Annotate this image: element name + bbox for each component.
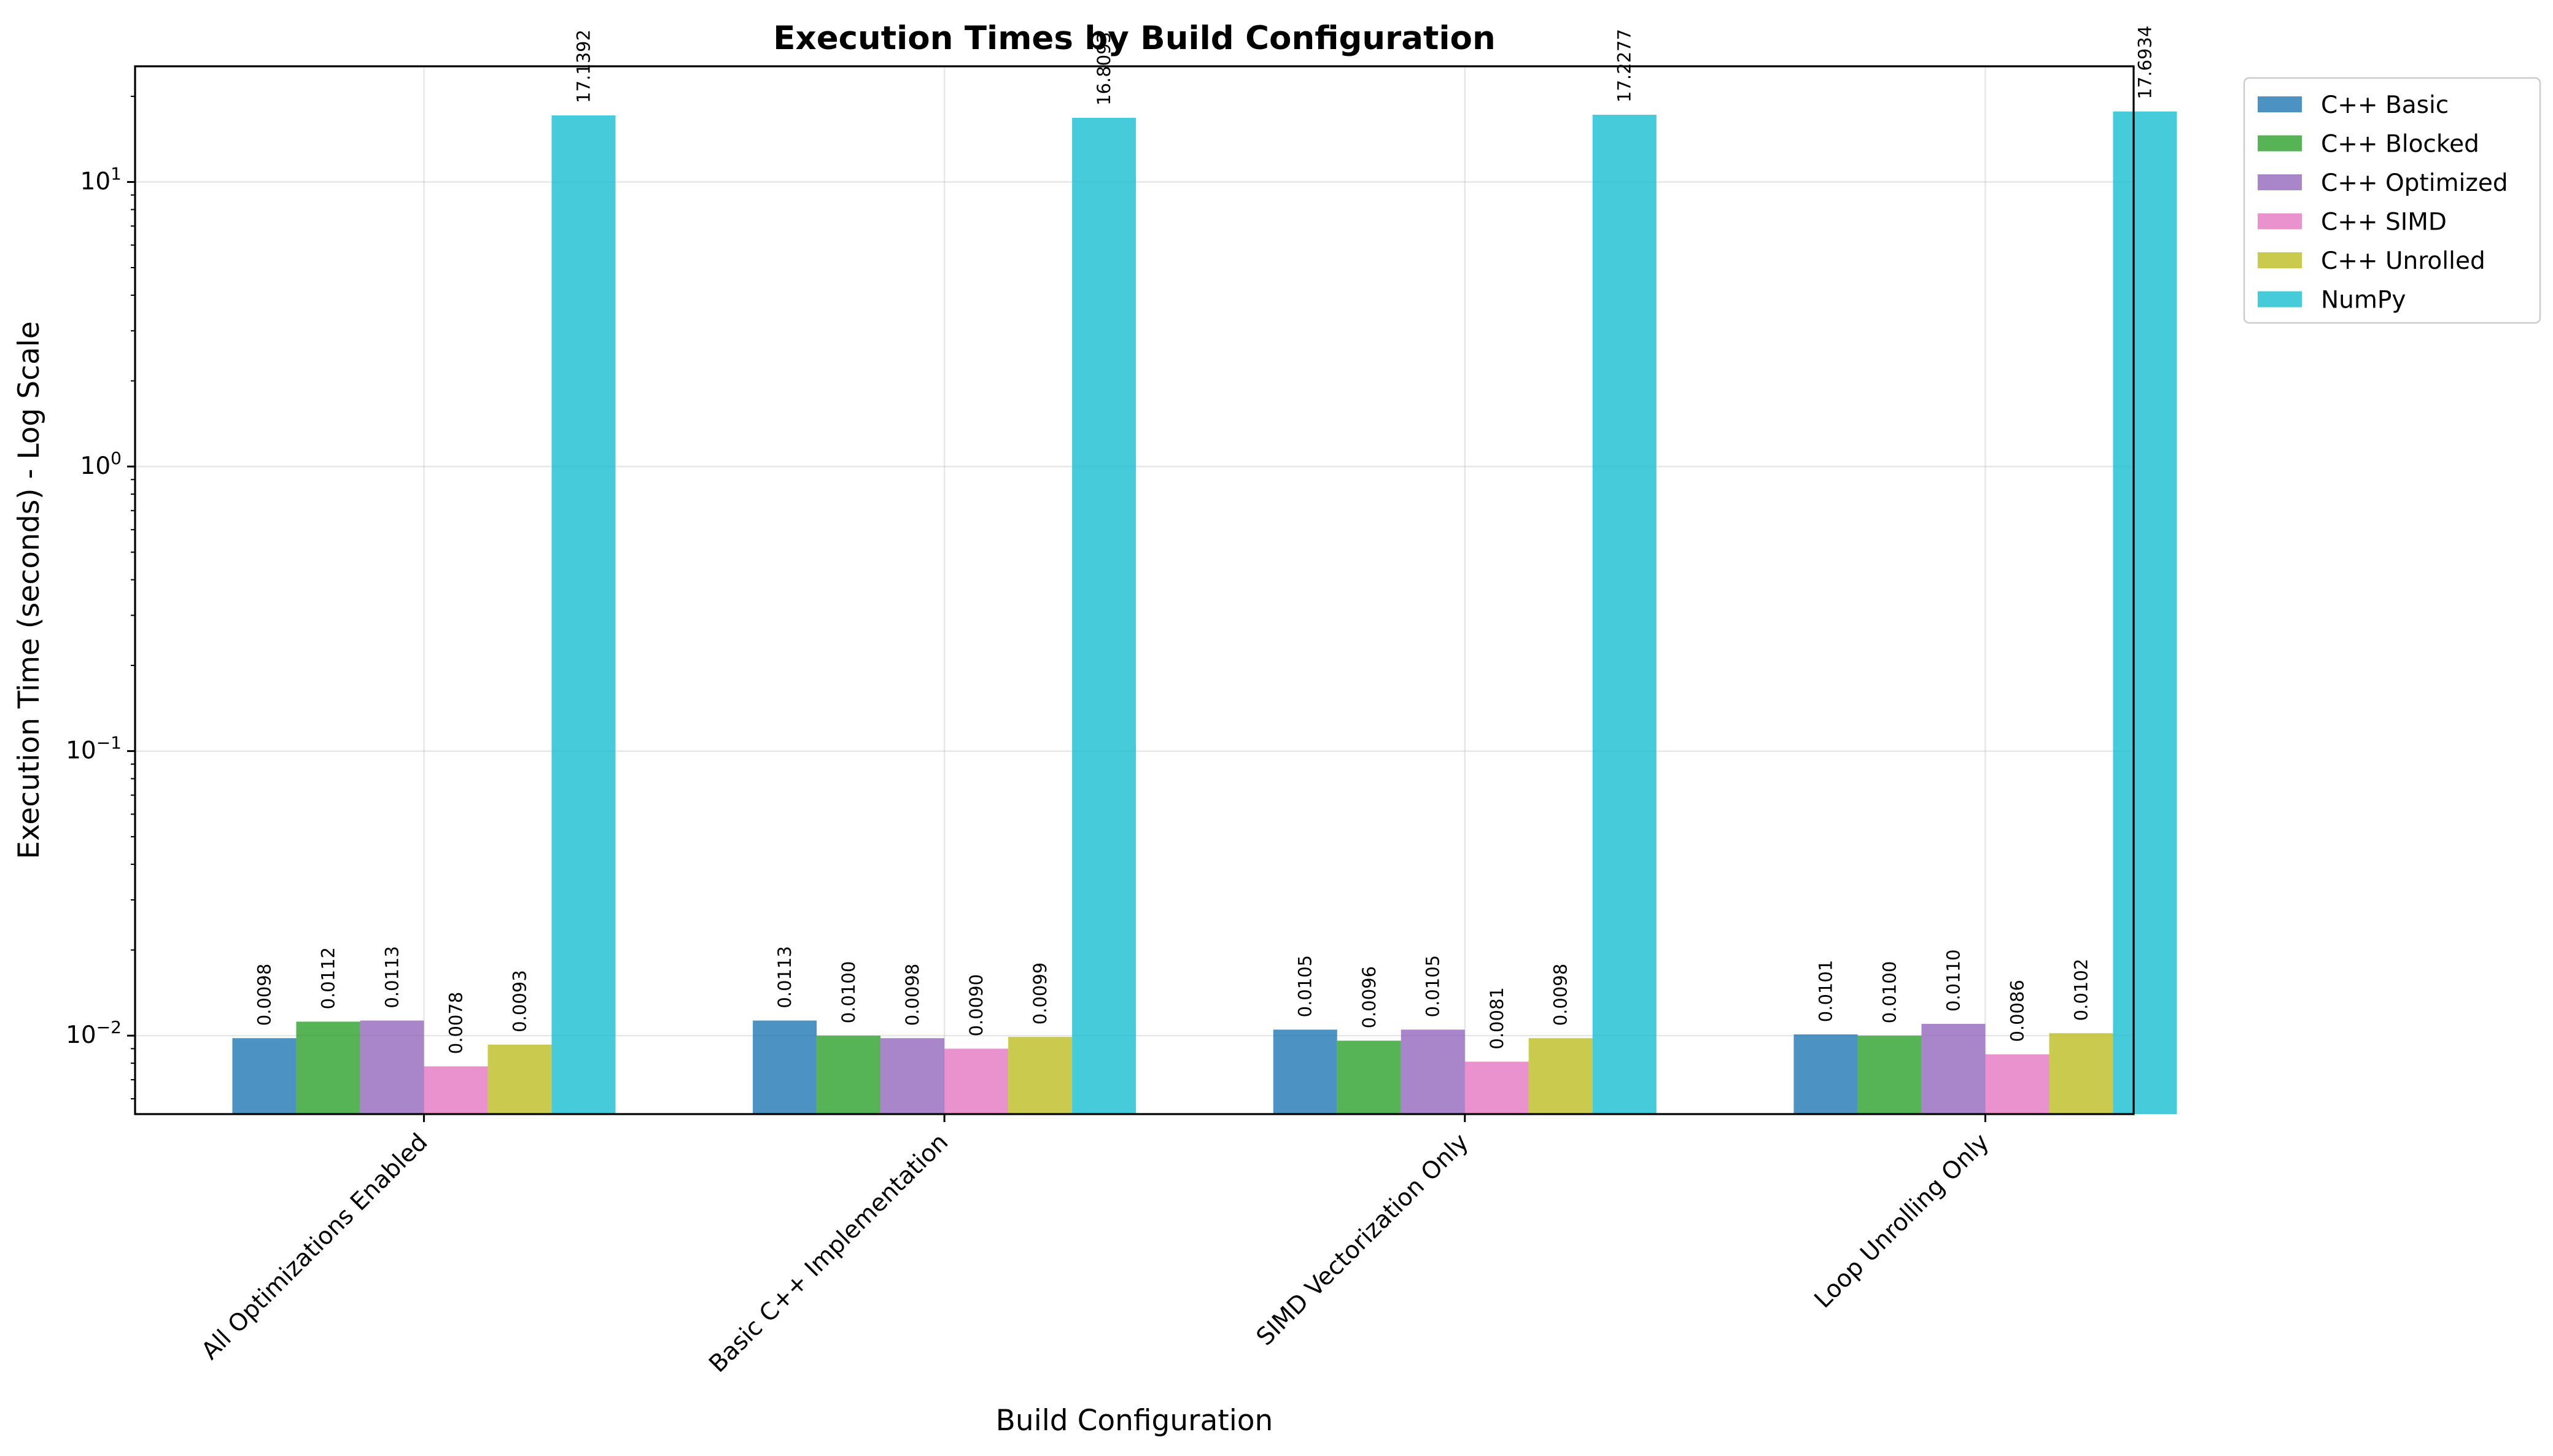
bar-value-label: 0.0100 — [838, 961, 859, 1023]
bar — [944, 1048, 1009, 1114]
bar — [1793, 1034, 1858, 1114]
bar-value-label: 0.0096 — [1359, 966, 1380, 1028]
y-tick-label: 101 — [80, 163, 122, 195]
bar — [1401, 1029, 1465, 1114]
bar-value-label: 0.0113 — [774, 946, 795, 1008]
bar-value-label: 0.0098 — [254, 964, 274, 1026]
bar-value-label: 0.0105 — [1295, 955, 1316, 1017]
series-c-simd: 0.0078 0.0090 0.0081 0.0086 — [424, 974, 2050, 1114]
series-c-optimized: 0.0113 0.0098 0.0105 0.0110 — [360, 946, 1986, 1114]
bar-value-label: 0.0098 — [1550, 964, 1571, 1026]
series-c-basic: 0.0098 0.0113 0.0105 0.0101 — [232, 946, 1858, 1114]
y-axis-ticks: 10−2 10−1 100 101 — [66, 95, 135, 1100]
bar — [1072, 117, 1137, 1114]
bar — [817, 1036, 881, 1114]
bar-value-label: 0.0086 — [2007, 980, 2027, 1042]
bar — [551, 115, 616, 1115]
legend-label: C++ SIMD — [2321, 209, 2447, 236]
legend-swatch — [2258, 96, 2302, 112]
legend-swatch — [2258, 174, 2302, 190]
bar-value-label: 0.0093 — [509, 970, 530, 1032]
legend-swatch — [2258, 291, 2302, 308]
bar — [2049, 1033, 2113, 1114]
bar — [488, 1044, 552, 1114]
y-tick-label: 10−1 — [66, 733, 122, 765]
x-axis-label: Build Configuration — [996, 1404, 1273, 1438]
bar — [753, 1020, 817, 1114]
legend-label: C++ Blocked — [2321, 131, 2479, 158]
bar-value-label: 0.0110 — [1943, 950, 1964, 1012]
legend-swatch — [2258, 213, 2302, 230]
plot-frame — [134, 65, 2135, 1115]
bar — [424, 1066, 488, 1114]
x-tick-label: SIMD Vectorization Only — [1251, 1128, 1474, 1351]
bar-value-label: 0.0099 — [1030, 962, 1051, 1024]
y-tick-label: 10−2 — [66, 1017, 122, 1049]
bar — [232, 1038, 297, 1114]
x-axis-ticks: All Optimizations Enabled Basic C++ Imple… — [196, 1114, 1995, 1378]
x-tick-label: Loop Unrolling Only — [1809, 1128, 1995, 1314]
bar — [2113, 111, 2177, 1114]
y-tick-label: 100 — [80, 448, 122, 480]
bar-value-label: 0.0105 — [1423, 955, 1444, 1017]
series-numpy: 17.1392 16.8093 17.2277 17.6934 — [551, 26, 2177, 1115]
legend: C++ Basic C++ Blocked C++ Optimized C++ SIM… — [2243, 77, 2541, 324]
bar-value-label: 16.8093 — [1094, 32, 1114, 106]
bar-value-label: 0.0102 — [2070, 959, 2091, 1021]
bar — [1985, 1054, 2050, 1114]
legend-swatch — [2258, 252, 2302, 268]
x-tick-label: All Optimizations Enabled — [196, 1128, 433, 1365]
bar — [1528, 1038, 1593, 1114]
bar — [296, 1021, 360, 1114]
bar — [1592, 114, 1657, 1115]
legend-frame — [2243, 77, 2541, 324]
chart-title: Execution Times by Build Configuration — [773, 20, 1495, 57]
bar-value-label: 0.0100 — [1879, 961, 1900, 1023]
y-axis-label: Execution Time (seconds) - Log Scale — [12, 321, 46, 859]
series-c-blocked: 0.0112 0.0100 0.0096 0.0100 — [296, 947, 1922, 1114]
bar — [1273, 1029, 1337, 1114]
bar — [360, 1020, 424, 1114]
bar — [880, 1038, 945, 1114]
series-c-unrolled: 0.0093 0.0099 0.0098 0.0102 — [488, 959, 2113, 1114]
bar-value-label: 0.0098 — [902, 964, 923, 1026]
bar-value-label: 0.0113 — [381, 946, 402, 1008]
bar-value-label: 0.0090 — [966, 974, 987, 1036]
bar — [1337, 1040, 1401, 1114]
legend-label: C++ Basic — [2321, 91, 2449, 119]
legend-label: NumPy — [2321, 287, 2406, 314]
x-tick-label: Basic C++ Implementation — [704, 1128, 954, 1378]
legend-swatch — [2258, 135, 2302, 152]
bar — [1857, 1036, 1922, 1114]
bar-value-label: 0.0081 — [1486, 987, 1507, 1049]
bar — [1008, 1037, 1073, 1114]
bar — [1921, 1023, 1986, 1114]
bar — [1464, 1061, 1529, 1114]
legend-label: C++ Unrolled — [2321, 247, 2485, 275]
bar-value-label: 0.0078 — [445, 992, 466, 1054]
legend-label: C++ Optimized — [2321, 169, 2508, 197]
bar-value-label: 0.0112 — [317, 947, 338, 1009]
bar-value-label: 0.0101 — [1815, 960, 1836, 1022]
bar-value-label: 17.6934 — [2134, 26, 2155, 99]
